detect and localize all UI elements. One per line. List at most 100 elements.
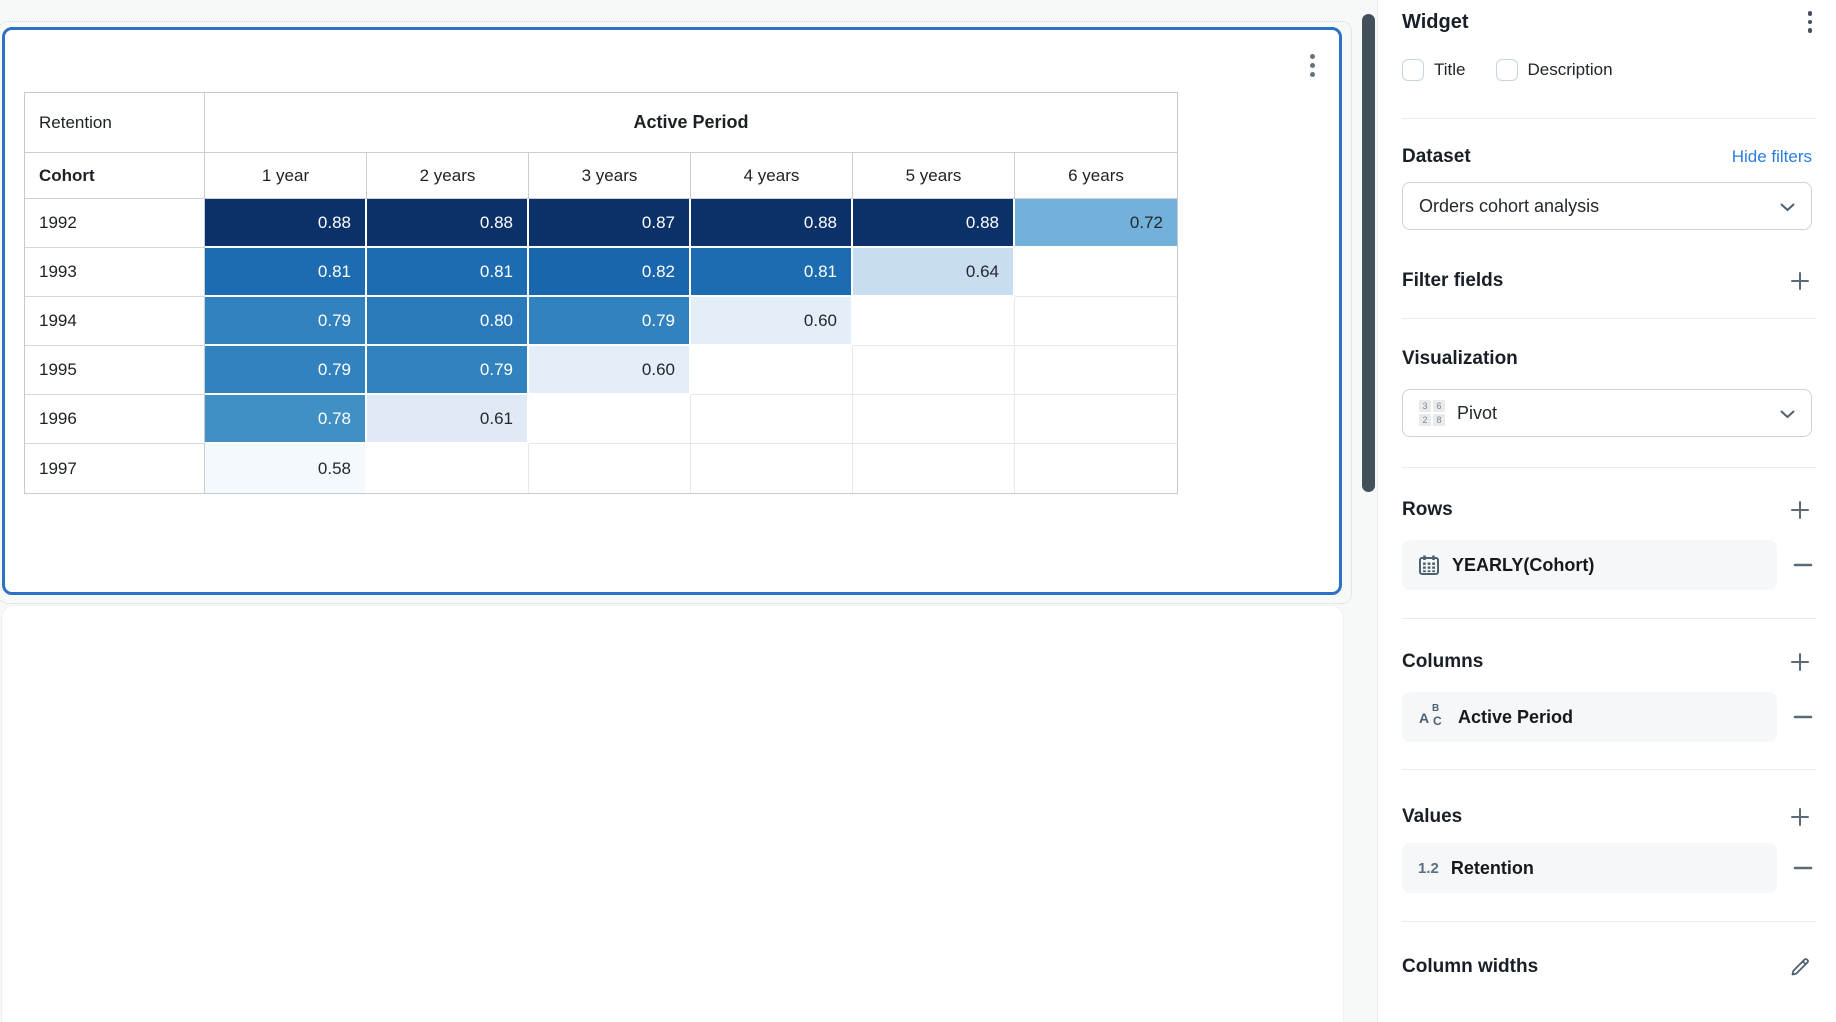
pivot-col-header: 2 years [367, 153, 529, 199]
table-cell-empty [1015, 444, 1177, 493]
table-cell[interactable]: 0.61 [367, 395, 529, 444]
table-cell[interactable]: 0.80 [367, 297, 529, 346]
divider [1402, 618, 1816, 619]
sidebar-menu-icon[interactable] [1807, 11, 1812, 33]
table-cell[interactable]: 0.60 [691, 297, 853, 346]
remove-row-button[interactable] [1791, 553, 1815, 577]
description-checkbox[interactable] [1495, 59, 1518, 81]
selection-grid-outline [0, 21, 1352, 604]
remove-column-button[interactable] [1791, 705, 1815, 729]
table-cell[interactable]: 0.60 [529, 346, 691, 395]
canvas-scrollbar-thumb[interactable] [1362, 14, 1375, 492]
table-cell-empty [1015, 395, 1177, 444]
row-label: 1993 [25, 248, 205, 297]
table-cell[interactable]: 0.79 [205, 346, 367, 395]
add-filter-field-button[interactable] [1788, 269, 1812, 293]
table-cell[interactable]: 0.87 [529, 199, 691, 248]
pivot-col-header: 3 years [529, 153, 691, 199]
table-cell[interactable]: 0.88 [205, 199, 367, 248]
row-label: 1997 [25, 444, 205, 493]
column-widths-heading: Column widths [1402, 956, 1539, 977]
visualization-heading: Visualization [1402, 348, 1518, 369]
divider [1402, 118, 1816, 119]
sidebar-title: Widget [1402, 10, 1469, 33]
divider [1402, 467, 1816, 468]
add-row-button[interactable] [1788, 498, 1812, 522]
table-cell[interactable]: 0.82 [529, 248, 691, 297]
table-cell[interactable]: 0.81 [205, 248, 367, 297]
pivot-col-header: 5 years [853, 153, 1015, 199]
visualization-selected-value: Pivot [1457, 402, 1498, 423]
table-cell[interactable]: 0.79 [367, 346, 529, 395]
pivot-col-header: 4 years [691, 153, 853, 199]
table-cell-empty [691, 444, 853, 493]
number-icon: 1.2 [1418, 859, 1439, 877]
edit-column-widths-button[interactable] [1788, 955, 1812, 979]
values-field-label: Retention [1450, 857, 1534, 878]
divider [1402, 318, 1816, 319]
values-field-chip[interactable]: 1.2 Retention [1402, 843, 1777, 893]
table-cell-empty [367, 444, 529, 493]
dataset-heading: Dataset [1402, 146, 1471, 167]
pivot-row-dimension-header: Cohort [25, 153, 205, 199]
rows-heading: Rows [1402, 499, 1453, 520]
pivot-col-header: 6 years [1015, 153, 1177, 199]
values-heading: Values [1402, 806, 1463, 827]
calendar-icon [1418, 554, 1440, 576]
table-cell[interactable]: 0.72 [1015, 199, 1177, 248]
hide-filters-link[interactable]: Hide filters [1731, 147, 1812, 166]
dataset-selected-value: Orders cohort analysis [1419, 195, 1600, 216]
filter-fields-heading: Filter fields [1402, 270, 1504, 291]
table-cell-empty [691, 395, 853, 444]
table-cell[interactable]: 0.88 [691, 199, 853, 248]
pencil-icon [1789, 956, 1811, 978]
widget-menu-icon[interactable] [1303, 52, 1321, 78]
table-cell-empty [529, 444, 691, 493]
description-checkbox-label: Description [1527, 60, 1613, 79]
table-cell[interactable]: 0.58 [205, 444, 367, 493]
chevron-down-icon [1780, 196, 1795, 217]
dashboard-canvas: Retention Active Period Cohort 1 year 2 … [0, 14, 1375, 1022]
table-cell[interactable]: 0.81 [367, 248, 529, 297]
row-label: 1995 [25, 346, 205, 395]
table-cell[interactable]: 0.78 [205, 395, 367, 444]
title-checkbox[interactable] [1402, 59, 1424, 81]
add-value-button[interactable] [1788, 805, 1812, 829]
columns-heading: Columns [1402, 651, 1484, 672]
table-cell[interactable]: 0.88 [853, 199, 1015, 248]
next-widget-card[interactable] [2, 606, 1343, 1022]
table-cell[interactable]: 0.81 [691, 248, 853, 297]
table-cell-empty [853, 297, 1015, 346]
chevron-down-icon [1780, 403, 1795, 424]
table-cell[interactable]: 0.88 [367, 199, 529, 248]
divider [1402, 921, 1816, 922]
widget-settings-sidebar: Widget Title Description Dataset Hide fi… [1377, 0, 1836, 1022]
row-label: 1994 [25, 297, 205, 346]
columns-field-label: Active Period [1458, 706, 1574, 727]
selected-widget-card[interactable]: Retention Active Period Cohort 1 year 2 … [2, 27, 1342, 595]
pivot-col-header: 1 year [205, 153, 367, 199]
table-cell-empty [529, 395, 691, 444]
rows-field-chip[interactable]: YEARLY(Cohort) [1402, 540, 1777, 590]
table-cell-empty [1015, 297, 1177, 346]
dataset-select[interactable]: Orders cohort analysis [1402, 182, 1812, 230]
table-cell-empty [691, 346, 853, 395]
table-cell-empty [1015, 248, 1177, 297]
table-cell[interactable]: 0.79 [205, 297, 367, 346]
divider [1402, 769, 1816, 770]
title-checkbox-label: Title [1434, 60, 1466, 79]
table-cell[interactable]: 0.64 [853, 248, 1015, 297]
pivot-table: Retention Active Period Cohort 1 year 2 … [24, 92, 1178, 494]
add-column-button[interactable] [1788, 650, 1812, 674]
table-cell[interactable]: 0.79 [529, 297, 691, 346]
remove-value-button[interactable] [1791, 856, 1815, 880]
rows-field-label: YEARLY(Cohort) [1452, 554, 1595, 575]
table-cell-empty [853, 346, 1015, 395]
table-cell-empty [853, 395, 1015, 444]
table-cell-empty [1015, 346, 1177, 395]
